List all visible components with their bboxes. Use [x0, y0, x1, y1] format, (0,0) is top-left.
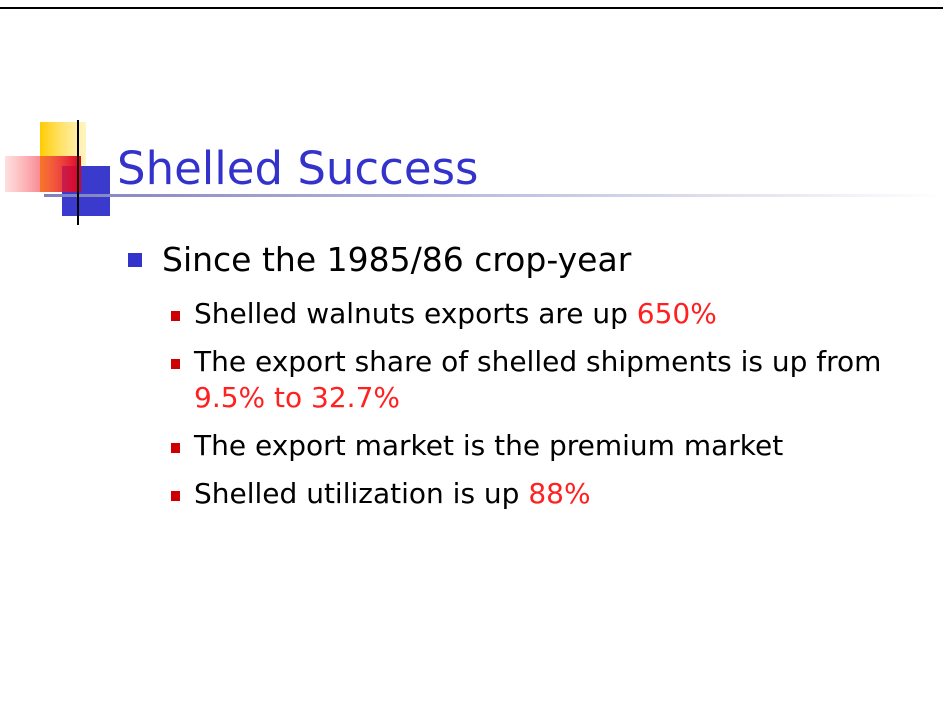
- sub-bullet: The export market is the premium market: [171, 428, 934, 464]
- sub-bullets: Shelled walnuts exports are up 650% The e…: [171, 296, 934, 524]
- sub-bullet: The export share of shelled shipments is…: [171, 344, 934, 416]
- highlight-text: 9.5% to 32.7%: [194, 381, 400, 414]
- sub-bullet-text: The export share of shelled shipments is…: [194, 345, 882, 378]
- highlight-text: 650%: [636, 297, 717, 330]
- slide-title: Shelled Success: [117, 142, 479, 195]
- bullet-text: Since the 1985/86 crop-year: [162, 240, 632, 279]
- title-decoration: [5, 120, 943, 225]
- sub-bullet: Shelled utilization is up 88%: [171, 476, 934, 512]
- highlight-text: 88%: [528, 477, 591, 510]
- sub-bullet-text: The export market is the premium market: [194, 429, 784, 462]
- bullet-marker: [128, 253, 142, 267]
- sub-bullet-text: Shelled utilization is up: [194, 477, 520, 510]
- sub-bullet: Shelled walnuts exports are up 650%: [171, 296, 934, 332]
- title-rule: [44, 194, 943, 197]
- vertical-rule: [77, 120, 79, 225]
- sub-bullet-text: Shelled walnuts exports are up: [194, 297, 628, 330]
- top-rule: [0, 7, 943, 9]
- red-bar: [5, 156, 81, 192]
